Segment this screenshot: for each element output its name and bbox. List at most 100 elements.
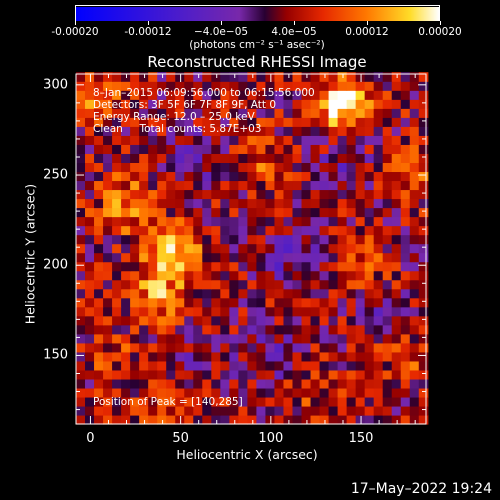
- colorbar-gradient: [76, 7, 439, 21]
- heatmap-cell: [310, 90, 321, 100]
- heatmap-cell: [319, 90, 330, 100]
- heatmap-cell: [85, 81, 95, 91]
- heatmap-cell: [283, 153, 294, 163]
- heatmap-cell: [76, 126, 86, 136]
- heatmap-cell: [382, 162, 393, 173]
- heatmap-cell: [184, 126, 194, 136]
- heatmap-cell: [76, 216, 86, 227]
- heatmap-cell: [130, 144, 140, 154]
- heatmap-cell: [355, 153, 366, 163]
- heatmap-cell: [130, 81, 140, 91]
- heatmap-cell: [202, 333, 212, 344]
- heatmap-cell: [265, 72, 276, 82]
- heatmap-cell: [238, 333, 248, 344]
- heatmap-cell: [220, 99, 230, 109]
- heatmap-cell: [292, 225, 303, 236]
- heatmap-cell: [211, 180, 221, 191]
- heatmap-cell: [283, 369, 294, 380]
- heatmap-cell: [247, 369, 258, 380]
- heatmap-cell: [337, 288, 348, 299]
- heatmap-cell: [238, 144, 248, 154]
- heatmap-cell: [283, 252, 294, 263]
- heatmap-cell: [409, 117, 420, 127]
- heatmap-cell: [112, 126, 122, 136]
- heatmap-cell: [121, 414, 131, 425]
- heatmap-cell: [112, 270, 122, 281]
- heatmap-cell: [238, 369, 248, 380]
- heatmap-cell: [238, 198, 248, 209]
- heatmap-cell: [139, 405, 149, 416]
- heatmap-cell: [265, 117, 276, 127]
- heatmap-cell: [85, 207, 95, 218]
- heatmap-cell: [121, 405, 131, 416]
- heatmap-cell: [130, 198, 140, 209]
- heatmap-cell: [418, 81, 429, 91]
- heatmap-cell: [229, 117, 239, 127]
- heatmap-cell: [247, 153, 258, 163]
- heatmap-cell: [301, 360, 312, 371]
- heatmap-cell: [418, 162, 429, 173]
- heatmap-cell: [265, 144, 276, 154]
- heatmap-cell: [274, 243, 285, 254]
- heatmap-cell: [391, 360, 402, 371]
- heatmap-cell: [184, 243, 194, 254]
- heatmap-cell: [256, 405, 267, 416]
- heatmap-cell: [148, 414, 158, 425]
- heatmap-cell: [310, 99, 321, 109]
- heatmap-cell: [202, 72, 212, 82]
- y-tick-label: 300: [43, 77, 68, 93]
- heatmap-cell: [103, 90, 113, 100]
- heatmap-cell: [238, 81, 248, 91]
- heatmap-cell: [184, 342, 194, 353]
- heatmap-cell: [283, 324, 294, 335]
- heatmap-cell: [364, 126, 375, 136]
- heatmap-cell: [193, 369, 203, 380]
- x-tick-label: 0: [86, 431, 95, 446]
- heatmap-cell: [265, 297, 276, 308]
- heatmap-cell: [355, 342, 366, 353]
- heatmap-cell: [346, 261, 357, 272]
- heatmap-cell: [166, 144, 176, 154]
- heatmap-cell: [292, 297, 303, 308]
- heatmap-cell: [328, 144, 339, 154]
- heatmap-cell: [391, 135, 402, 145]
- heatmap-cell: [229, 108, 239, 118]
- heatmap-cell: [247, 297, 258, 308]
- heatmap-cell: [355, 405, 366, 416]
- heatmap-cell: [265, 81, 276, 91]
- heatmap-cell: [220, 72, 230, 82]
- heatmap-cell: [283, 144, 294, 154]
- heatmap-cell: [283, 225, 294, 236]
- heatmap-cell: [130, 324, 140, 335]
- heatmap-cell: [256, 198, 267, 209]
- heatmap-cell: [157, 225, 167, 236]
- heatmap-cell: [409, 207, 420, 218]
- heatmap-cell: [94, 252, 104, 263]
- heatmap-cell: [382, 90, 393, 100]
- heatmap-cell: [364, 135, 375, 145]
- heatmap-cell: [193, 135, 203, 145]
- heatmap-cell: [400, 360, 411, 371]
- heatmap-cell: [247, 99, 258, 109]
- heatmap-cell: [166, 216, 176, 227]
- heatmap-cell: [382, 360, 393, 371]
- heatmap-cell: [76, 162, 86, 173]
- heatmap-cell: [94, 324, 104, 335]
- y-axis-label: Heliocentric Y (arcsec): [22, 183, 38, 325]
- heatmap-cell: [400, 216, 411, 227]
- heatmap-cell: [400, 369, 411, 380]
- x-axis-label: Heliocentric X (arcsec): [176, 447, 318, 462]
- heatmap-cell: [202, 81, 212, 91]
- heatmap-cell: [112, 180, 122, 191]
- heatmap-cell: [238, 135, 248, 145]
- heatmap-cell: [346, 243, 357, 254]
- heatmap-cell: [202, 108, 212, 118]
- heatmap-cell: [112, 351, 122, 362]
- heatmap-cell: [202, 315, 212, 326]
- heatmap-cell: [328, 198, 339, 209]
- heatmap-cell: [391, 369, 402, 380]
- heatmap-cell: [256, 387, 267, 398]
- heatmap-cell: [274, 279, 285, 290]
- heatmap-cell: [139, 369, 149, 380]
- heatmap-cell: [76, 135, 86, 145]
